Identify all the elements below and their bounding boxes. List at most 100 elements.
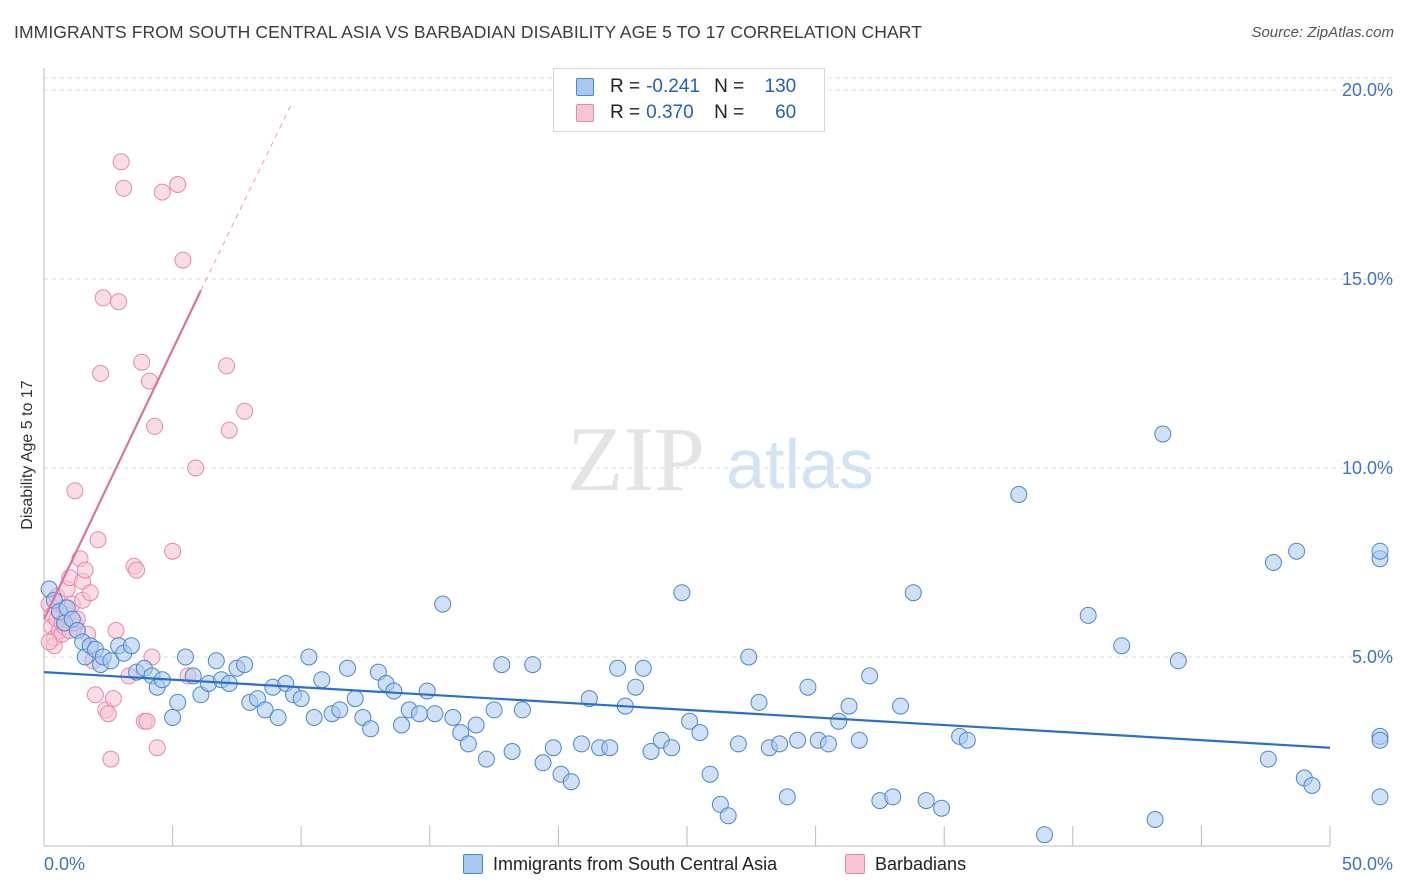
immigrants-point: [1079, 606, 1097, 624]
immigrants-point: [362, 720, 380, 738]
immigrants-point: [601, 739, 619, 757]
barbadians-point: [148, 739, 166, 757]
barbadians-point: [218, 357, 236, 375]
immigrants-point: [1036, 826, 1053, 844]
barbadians-point: [115, 179, 133, 197]
immigrants-point: [1264, 554, 1282, 571]
immigrants-point: [418, 682, 436, 700]
immigrants-point: [1169, 652, 1187, 670]
barbadians-point: [66, 482, 84, 500]
barbadians-point: [187, 459, 205, 477]
immigrants-point: [740, 648, 758, 666]
stats-row-barbadians: R = 0.370 N = 60: [576, 100, 796, 126]
n-value: 60: [775, 102, 797, 123]
grid-lines: [44, 77, 1395, 658]
barbadians-point: [236, 402, 254, 420]
immigrants-point: [236, 656, 254, 674]
immigrants-point: [393, 716, 410, 734]
barbadians-point: [146, 417, 164, 435]
stats-row-immigrants: R = -0.241 N = 130: [576, 74, 796, 100]
immigrants-point: [634, 659, 652, 677]
immigrants-point: [691, 724, 709, 742]
y-tick-label: 5.0%: [1352, 647, 1393, 667]
watermark-atlas: atlas: [726, 425, 874, 503]
immigrants-point: [663, 739, 681, 757]
immigrants-point: [534, 754, 552, 772]
immigrants-point: [884, 788, 902, 806]
immigrants-point: [562, 773, 580, 791]
chart-title: IMMIGRANTS FROM SOUTH CENTRAL ASIA VS BA…: [14, 22, 922, 42]
x-tick-label: 50.0%: [1342, 854, 1393, 874]
immigrants-point: [411, 705, 428, 723]
immigrants-point: [861, 667, 879, 685]
immigrants-point: [917, 792, 935, 810]
barbadians-point: [128, 561, 146, 579]
barbadians-point: [174, 251, 192, 269]
source-label: Source: ZipAtlas.com: [1251, 24, 1394, 41]
immigrants-point: [467, 716, 485, 734]
immigrants-point: [830, 712, 848, 730]
legend-label-barbadians: Barbadians: [875, 853, 967, 874]
barbadians-point: [76, 561, 94, 579]
immigrants-point: [1259, 750, 1277, 768]
immigrants-point: [313, 671, 331, 689]
immigrants-point: [256, 701, 274, 719]
immigrants-point: [580, 690, 598, 708]
immigrants-point: [1154, 425, 1172, 443]
immigrants-point: [609, 659, 627, 677]
barbadians-point: [169, 176, 187, 193]
barbadians-point: [86, 686, 104, 704]
immigrants-point: [840, 697, 858, 715]
y-tick-label: 10.0%: [1342, 458, 1393, 478]
immigrants-point: [719, 807, 737, 825]
immigrants-point: [524, 656, 542, 674]
immigrants-point: [789, 731, 807, 749]
legend-item-immigrants[interactable]: Immigrants from South Central Asia: [463, 852, 777, 876]
immigrants-point: [892, 697, 909, 715]
immigrants-point: [673, 584, 691, 602]
immigrants-point: [426, 705, 444, 723]
immigrants-point: [207, 652, 225, 670]
immigrants-point: [750, 693, 768, 711]
stats-legend: R = -0.241 N = 130 R = 0.370 N = 60: [553, 68, 825, 132]
immigrants-point: [269, 709, 287, 726]
barbadians-point: [164, 542, 182, 560]
barbadians-point: [107, 622, 125, 639]
immigrants-point: [729, 735, 747, 753]
immigrants-point: [331, 701, 349, 719]
immigrants-point: [1303, 777, 1321, 794]
immigrants-point: [681, 712, 699, 730]
immigrants-point: [850, 731, 868, 749]
immigrants-point: [778, 788, 796, 806]
x-tick-label: 0.0%: [44, 854, 85, 874]
barbadians-point: [81, 584, 99, 602]
immigrants-point: [1146, 811, 1164, 828]
immigrants-trend-line: [43, 671, 1331, 749]
legend-label-immigrants: Immigrants from South Central Asia: [493, 853, 778, 874]
immigrants-point: [799, 678, 817, 696]
barbadians-point: [102, 750, 120, 768]
immigrants-point: [627, 678, 645, 696]
immigrants-point: [305, 709, 323, 726]
barbadians-point: [40, 633, 58, 651]
r-label: R =: [610, 102, 641, 123]
immigrants-point: [771, 735, 789, 753]
immigrants-point: [300, 648, 318, 666]
barbadians-point: [220, 421, 238, 439]
immigrants-point: [177, 648, 194, 666]
watermark-zip: ZIP: [567, 408, 705, 510]
immigrants-point: [434, 595, 452, 613]
immigrants-point: [573, 735, 590, 753]
barbadians-point: [153, 183, 171, 201]
barbadians-point: [99, 705, 117, 723]
n-label: N =: [714, 76, 745, 97]
legend-item-barbadians[interactable]: Barbadians: [845, 852, 966, 876]
immigrants-point: [485, 701, 503, 719]
n-label: N =: [714, 102, 745, 123]
barbadians-trend-extension: [200, 104, 292, 291]
immigrants-point: [642, 743, 660, 760]
immigrants-point: [292, 690, 310, 708]
barbadians-point: [92, 365, 110, 382]
immigrants-point: [1288, 542, 1306, 560]
